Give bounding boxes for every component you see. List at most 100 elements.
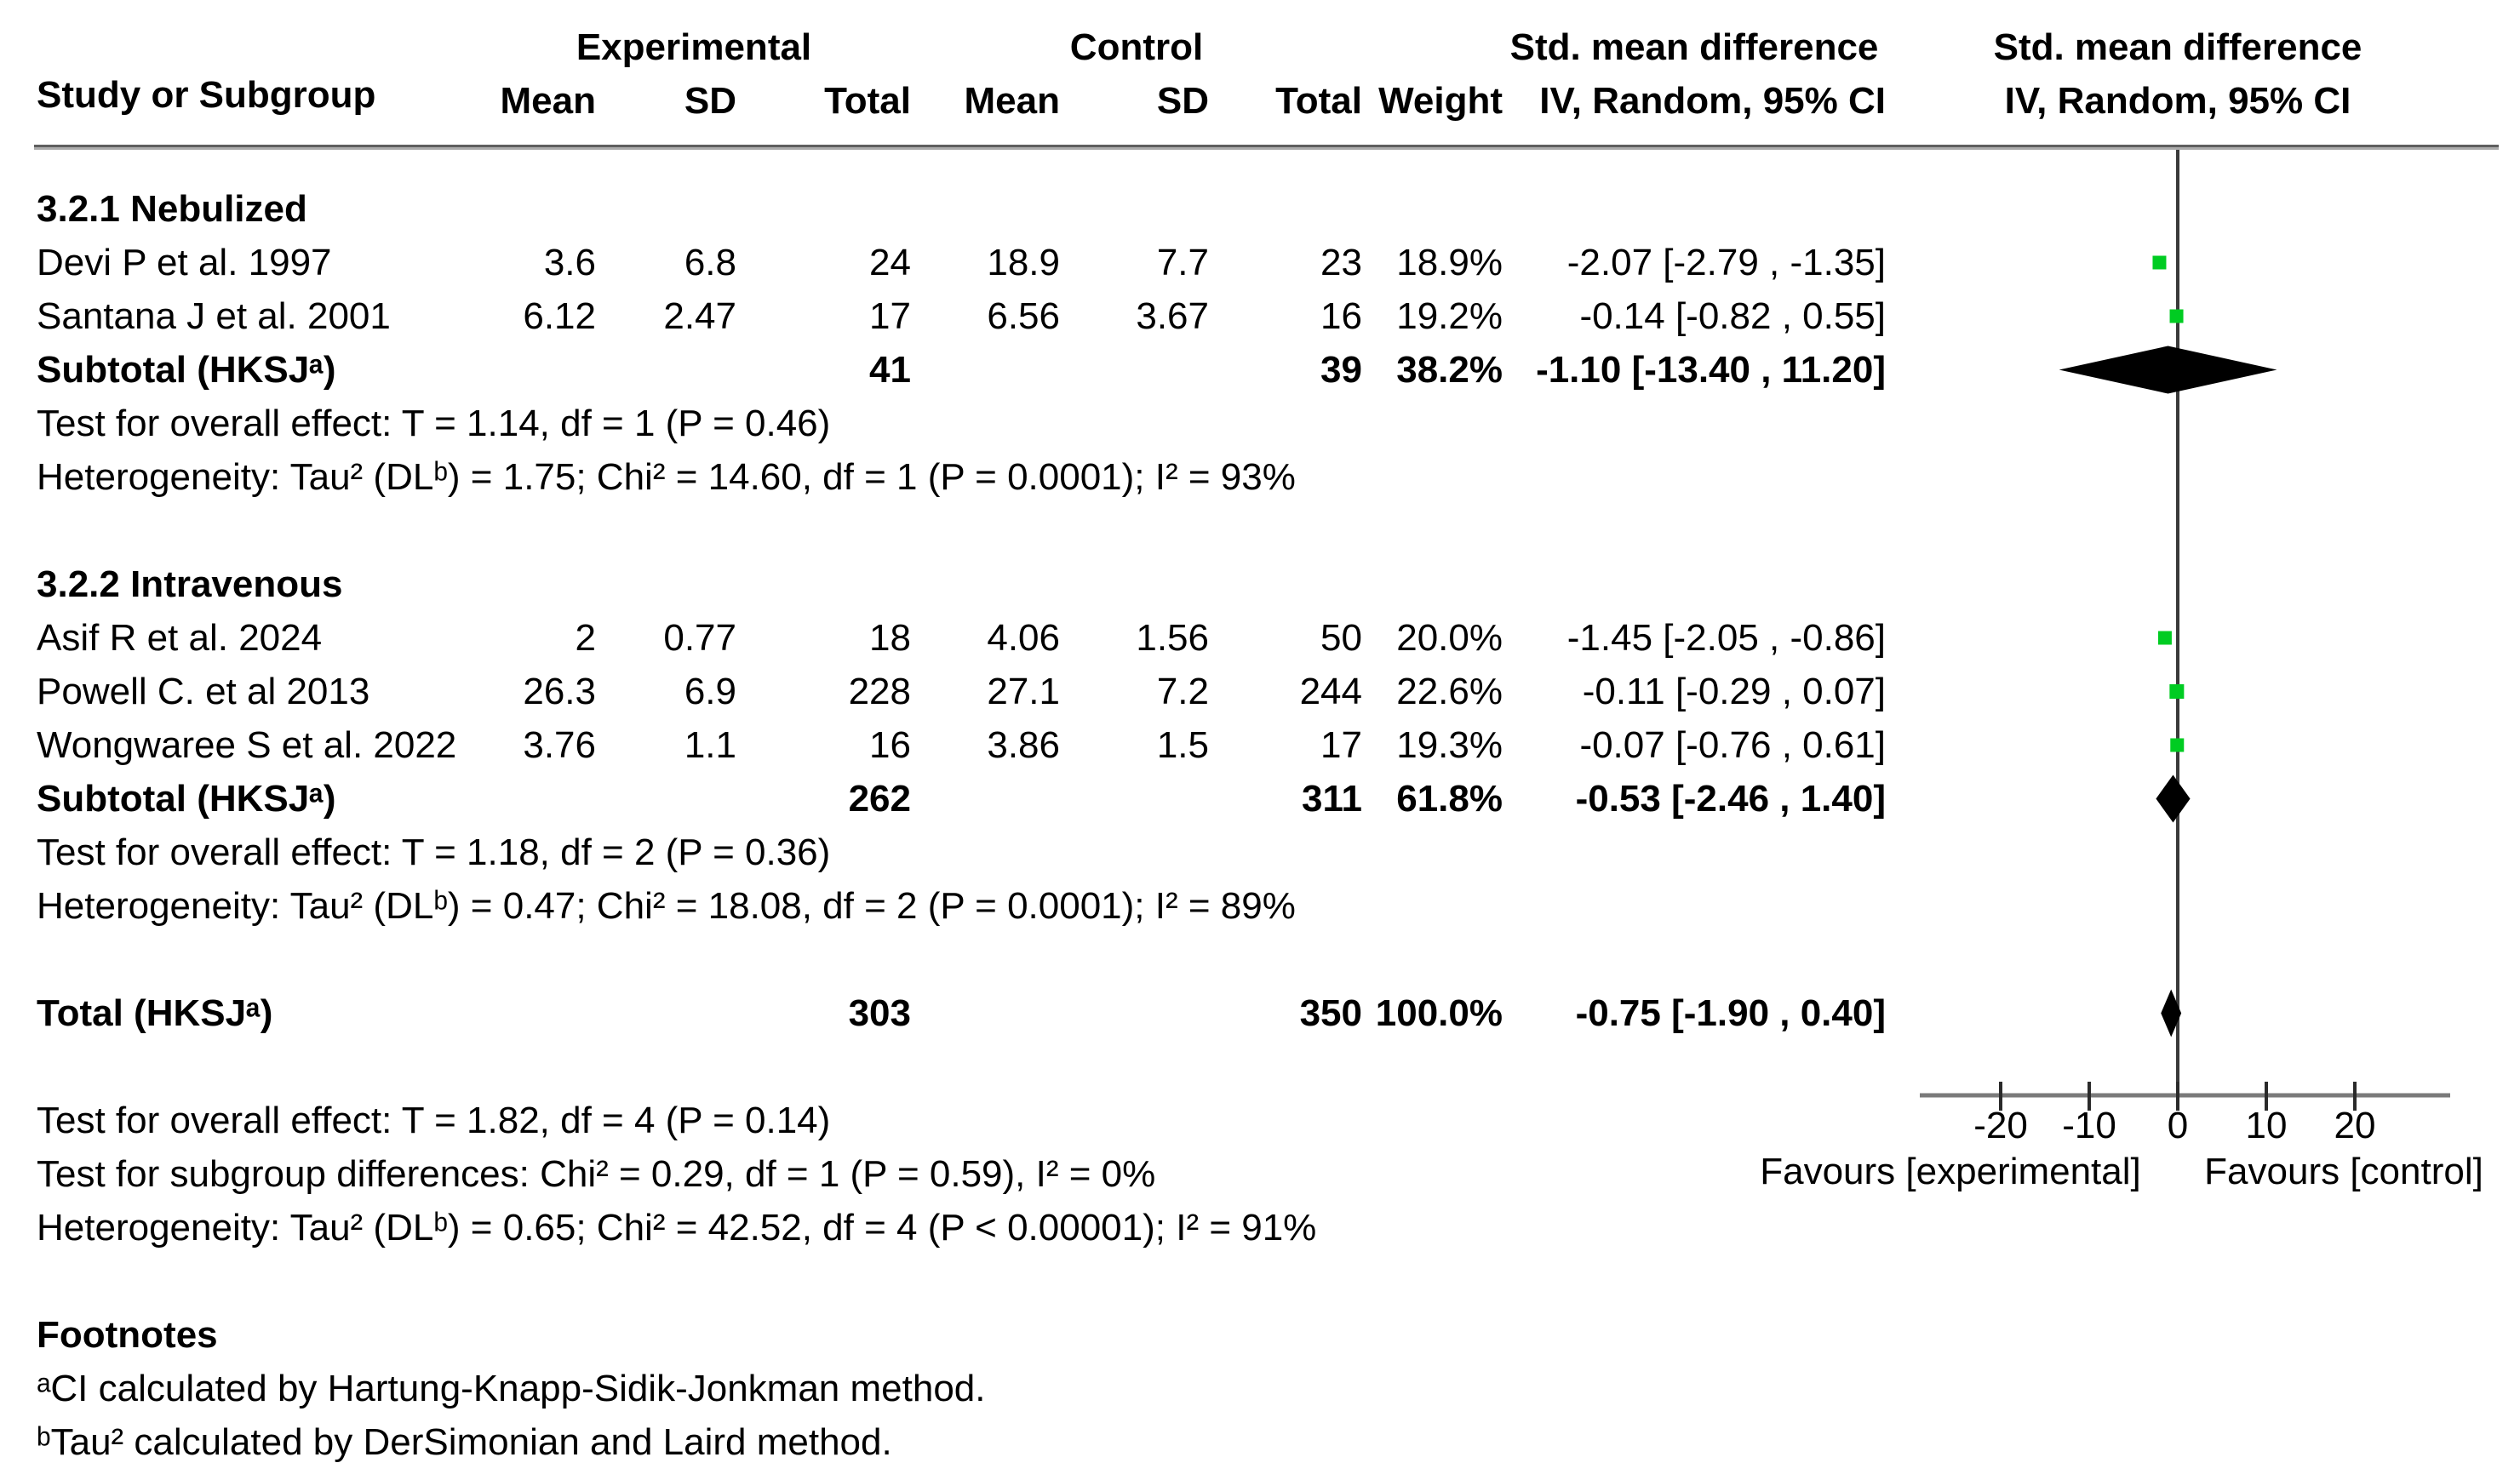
exp-sd-cell: 2.47 <box>663 295 736 337</box>
text-line: ᵇTau² calculated by DerSimonian and Lair… <box>37 1421 892 1463</box>
header-exp-sd: SD <box>684 80 736 122</box>
row-heading: Footnotes <box>37 1308 1886 1362</box>
ctrl-sd-cell: 7.2 <box>1156 671 1209 712</box>
row-footnote: ᵇTau² calculated by DerSimonian and Lair… <box>37 1415 1886 1469</box>
exp-mean-cell <box>477 343 596 397</box>
ci-cell: -1.45 [-2.05 , -0.86] <box>1566 617 1886 659</box>
ctrl-total-cell: 23 <box>1320 242 1362 283</box>
exp-sd-cell <box>596 986 736 1040</box>
ctrl-mean-cell <box>911 343 1060 397</box>
ci-cell: -0.11 [-0.29 , 0.07] <box>1582 671 1886 712</box>
text-line: Footnotes <box>37 1314 218 1356</box>
weight-cell: 18.9% <box>1396 242 1503 283</box>
ci-cell: -0.53 [-2.46 , 1.40] <box>1575 778 1886 820</box>
study-point-square <box>2170 738 2185 752</box>
header-method-text-column: IV, Random, 95% CI <box>1539 80 1886 122</box>
axis-tick-label: 0 <box>2168 1105 2188 1146</box>
weight-cell: 61.8% <box>1396 778 1503 820</box>
row-group: 3.2.1 Nebulized <box>37 182 1886 236</box>
ctrl-mean-cell: 6.56 <box>987 295 1060 337</box>
header-ctrl-mean: Mean <box>964 80 1060 122</box>
weight-cell: 22.6% <box>1396 671 1503 712</box>
ctrl-total-cell: 311 <box>1302 778 1362 820</box>
exp-sd-cell <box>596 772 736 826</box>
row-study: Devi P et al. 1997 3.6 6.8 24 18.9 7.7 23 18.9%… <box>37 236 1886 289</box>
exp-sd-cell <box>596 343 736 397</box>
ctrl-mean-cell: 4.06 <box>987 617 1060 659</box>
exp-total-cell: 262 <box>848 778 911 820</box>
axis-tick-label: -10 <box>2062 1105 2116 1146</box>
ctrl-mean-cell: 18.9 <box>987 242 1060 283</box>
text-line: Test for overall effect: T = 1.82, df = … <box>37 1100 831 1141</box>
text-line: Heterogeneity: Tau² (DLᵇ) = 1.75; Chi² =… <box>37 456 1296 498</box>
header-control: Control <box>1069 26 1204 68</box>
favours-control-label: Favours [control] <box>2204 1151 2483 1192</box>
ctrl-total-cell: 17 <box>1320 724 1362 766</box>
exp-mean-cell <box>477 772 596 826</box>
pooled-label: Subtotal (HKSJᵃ) <box>37 349 336 391</box>
exp-mean-cell: 2 <box>575 617 596 659</box>
header-method-plot-column: IV, Random, 95% CI <box>2004 80 2351 122</box>
row-total: Total (HKSJᵃ) 303 350 100.0% -0.75 [-1.90 , … <box>37 986 1886 1040</box>
row-spacer <box>37 1040 1886 1094</box>
text-line: Heterogeneity: Tau² (DLᵇ) = 0.65; Chi² =… <box>37 1207 1317 1249</box>
row-group: 3.2.2 Intravenous <box>37 557 1886 611</box>
study-name: Devi P et al. 1997 <box>37 242 332 283</box>
study-name: Santana J et al. 2001 <box>37 295 391 337</box>
exp-mean-cell: 26.3 <box>523 671 596 712</box>
row-study: Powell C. et al 2013 26.3 6.9 228 27.1 7.2 244… <box>37 665 1886 718</box>
ci-cell: -0.14 [-0.82 , 0.55] <box>1579 295 1886 337</box>
exp-sd-cell: 0.77 <box>663 617 736 659</box>
header-smd-text-column: Std. mean difference <box>1509 26 1879 68</box>
header-experimental: Experimental <box>576 26 812 68</box>
ctrl-sd-cell: 1.56 <box>1136 617 1209 659</box>
header-row-1: Experimental Control Std. mean differenc… <box>0 20 2520 74</box>
exp-mean-cell <box>477 986 596 1040</box>
row-subtotal: Subtotal (HKSJᵃ) 262 311 61.8% -0.53 [-2.46 … <box>37 772 1886 826</box>
ctrl-mean-cell <box>911 772 1060 826</box>
ctrl-sd-cell <box>1060 986 1209 1040</box>
study-point-square <box>2157 631 2172 645</box>
exp-sd-cell: 1.1 <box>684 724 736 766</box>
header-exp-total: Total <box>824 80 911 122</box>
subtotal-diamond <box>2059 346 2277 394</box>
ctrl-sd-cell: 1.5 <box>1156 724 1209 766</box>
row-text: Heterogeneity: Tau² (DLᵇ) = 0.65; Chi² =… <box>37 1201 1886 1254</box>
row-subtotal: Subtotal (HKSJᵃ) 41 39 38.2% -1.10 [-13.40 ,… <box>37 343 1886 397</box>
study-name: Asif R et al. 2024 <box>37 617 323 659</box>
ctrl-mean-cell: 3.86 <box>987 724 1060 766</box>
exp-mean-cell: 3.76 <box>523 724 596 766</box>
axis-tick-label: 10 <box>2246 1105 2288 1146</box>
exp-sd-cell: 6.8 <box>684 242 736 283</box>
header-weight: Weight <box>1378 80 1503 122</box>
row-study: Santana J et al. 2001 6.12 2.47 17 6.56 3.67 1… <box>37 289 1886 343</box>
exp-total-cell: 303 <box>848 992 911 1034</box>
text-line: 3.2.2 Intravenous <box>37 563 343 605</box>
study-name: Wongwaree S et al. 2022 <box>37 724 457 766</box>
exp-mean-cell: 3.6 <box>543 242 596 283</box>
exp-total-cell: 18 <box>869 617 911 659</box>
pooled-label: Subtotal (HKSJᵃ) <box>37 778 336 820</box>
ctrl-total-cell: 350 <box>1299 992 1362 1034</box>
row-study: Wongwaree S et al. 2022 3.76 1.1 16 3.86 1.5 1… <box>37 718 1886 772</box>
exp-total-cell: 24 <box>869 242 911 283</box>
ctrl-total-cell: 244 <box>1299 671 1362 712</box>
total-diamond <box>2161 989 2182 1037</box>
row-text: Test for overall effect: T = 1.18, df = … <box>37 826 1886 879</box>
exp-total-cell: 228 <box>848 671 911 712</box>
ctrl-sd-cell: 3.67 <box>1136 295 1209 337</box>
exp-total-cell: 16 <box>869 724 911 766</box>
exp-mean-cell: 6.12 <box>523 295 596 337</box>
text-line: Test for subgroup differences: Chi² = 0.… <box>37 1153 1156 1195</box>
axis-tick-label: 20 <box>2334 1105 2376 1146</box>
header-row-2: Study or Subgroup Mean SD Total Mean SD … <box>37 74 1886 128</box>
row-spacer <box>37 504 1886 557</box>
ctrl-total-cell: 16 <box>1320 295 1362 337</box>
row-text: Test for overall effect: T = 1.14, df = … <box>37 397 1886 450</box>
header-ctrl-sd: SD <box>1156 80 1209 122</box>
weight-cell: 20.0% <box>1396 617 1503 659</box>
weight-cell: 38.2% <box>1396 349 1503 391</box>
weight-cell: 100.0% <box>1375 992 1503 1034</box>
header-divider-line <box>34 145 2499 150</box>
